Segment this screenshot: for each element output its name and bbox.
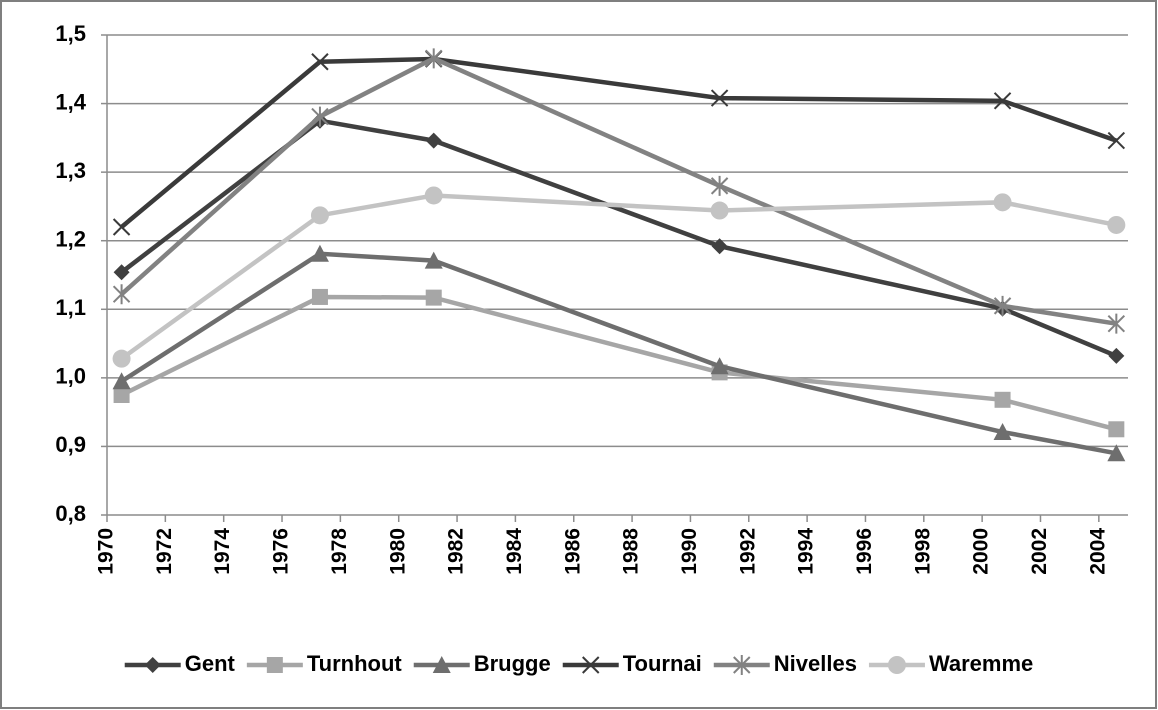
data-point (711, 238, 728, 255)
data-point (113, 264, 130, 281)
x-tick-label: 2002 (1028, 528, 1051, 575)
data-point (112, 349, 131, 368)
data-point (424, 186, 443, 205)
x-tick-label: 1972 (153, 528, 176, 575)
data-point (112, 284, 131, 305)
y-tick-label: 1,4 (55, 89, 86, 114)
data-point (113, 387, 130, 403)
x-tick-label: 1998 (911, 528, 934, 575)
x-tick-label: 1970 (95, 528, 118, 575)
data-point (993, 193, 1012, 212)
data-point (1108, 421, 1125, 438)
legend-marker (733, 655, 751, 675)
legend-label: Waremme (929, 651, 1033, 676)
data-point (1107, 131, 1126, 150)
x-tick-label: 1992 (736, 528, 759, 575)
series-line (120, 56, 1118, 229)
legend-marker (887, 656, 906, 674)
data-point (710, 201, 729, 220)
y-tick-label: 1,5 (55, 21, 86, 46)
x-tick-label: 1982 (445, 528, 468, 575)
data-point (112, 218, 131, 236)
data-point (994, 391, 1011, 408)
data-point (425, 132, 442, 149)
data-point (311, 53, 329, 71)
data-point (1107, 215, 1126, 234)
x-tick-label: 1986 (561, 528, 584, 575)
legend: Gent Turnhout Brugge Tournai Nivelles Waremme (124, 651, 1033, 676)
data-point (425, 48, 443, 69)
legend-label: Tournai (623, 651, 702, 676)
data-point (993, 423, 1012, 441)
x-tick-label: 1974 (211, 528, 234, 575)
series-line (120, 193, 1117, 361)
data-point (1108, 347, 1125, 364)
legend-label: Gent (185, 651, 236, 676)
x-tick-label: 2004 (1086, 528, 1109, 575)
y-tick-label: 0,9 (55, 432, 86, 457)
x-tick-label: 1994 (795, 528, 818, 575)
y-tick-label: 1,3 (55, 158, 86, 183)
legend-label: Brugge (474, 651, 551, 676)
data-point (311, 106, 329, 127)
data-point (424, 251, 443, 269)
x-tick-label: 1978 (328, 528, 351, 575)
data-point (112, 372, 131, 390)
legend-marker (582, 656, 600, 674)
y-tick-label: 0,8 (55, 501, 86, 526)
data-point (311, 288, 328, 305)
data-point (310, 244, 329, 262)
y-tick-label: 1,1 (55, 295, 86, 320)
data-point (710, 175, 729, 196)
x-tick-label: 1990 (678, 528, 701, 575)
series-line (120, 55, 1117, 326)
data-point (1107, 313, 1126, 334)
x-tick-label: 1976 (270, 528, 293, 575)
x-tick-label: 2000 (970, 528, 993, 575)
x-tick-label: 1980 (386, 528, 409, 575)
data-point (1107, 444, 1126, 462)
x-tick-label: 1996 (853, 528, 876, 575)
y-tick-label: 1,0 (55, 364, 86, 389)
legend-label: Turnhout (307, 651, 403, 676)
x-tick-label: 1984 (503, 528, 526, 575)
legend-marker (144, 657, 161, 673)
data-point (993, 92, 1012, 110)
series-line (120, 294, 1117, 432)
data-point (310, 206, 329, 225)
legend-marker (432, 656, 451, 673)
legend-marker (266, 657, 283, 673)
data-point (425, 289, 442, 306)
data-point (993, 295, 1012, 316)
data-point (710, 89, 729, 107)
series-line (120, 251, 1117, 456)
legend-label: Nivelles (774, 651, 857, 676)
x-tick-label: 1988 (620, 528, 643, 575)
data-point (710, 357, 729, 375)
y-tick-label: 1,2 (55, 227, 86, 252)
